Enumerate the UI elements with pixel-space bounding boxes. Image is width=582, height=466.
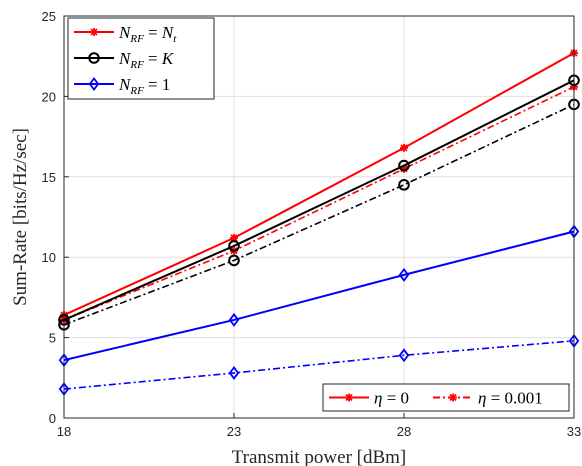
data-point	[398, 267, 410, 282]
y-tick-label: 10	[42, 250, 56, 265]
data-point	[228, 240, 240, 252]
x-axis-label: Transmit power [dBm]	[232, 447, 407, 466]
ticks: 18 23 28 33 0 5 10 15 20 25	[42, 9, 582, 439]
legend-label: NRF = K	[118, 49, 175, 71]
legend-entry: η = 0	[329, 389, 409, 408]
y-tick-label: 20	[42, 89, 56, 104]
data-point	[400, 143, 408, 152]
legend-entry: η = 0.001	[433, 389, 543, 408]
legend-marker	[88, 77, 100, 91]
series-3	[58, 98, 580, 331]
legend-marker	[90, 28, 98, 36]
legend-marker	[345, 393, 353, 402]
legend-label: η = 0	[374, 389, 409, 408]
legend-label: η = 0.001	[478, 389, 543, 408]
legend-entry: NRF = K	[74, 49, 175, 71]
y-tick-label: 25	[42, 9, 56, 24]
legend-rf-chains: NRF = Nt NRF = K NRF = 1	[67, 17, 215, 100]
legend-marker	[88, 52, 100, 64]
legend-entry: NRF = Nt	[74, 23, 177, 45]
series-line	[63, 86, 575, 321]
data-point	[398, 179, 410, 191]
x-tick-label: 33	[567, 424, 581, 439]
y-tick-label: 0	[49, 411, 56, 426]
legend-marker	[449, 393, 457, 402]
data-point	[228, 312, 240, 327]
series-line	[63, 52, 575, 316]
legend-label: NRF = 1	[118, 75, 170, 97]
series-4	[58, 224, 580, 368]
data-point	[228, 254, 240, 267]
series-line	[63, 230, 575, 362]
data-point	[398, 348, 410, 363]
data-point	[398, 159, 410, 172]
series-2	[58, 74, 580, 326]
series-line	[63, 79, 575, 321]
plot-frame	[63, 15, 575, 419]
y-tick-label: 5	[49, 331, 56, 346]
x-tick-label: 18	[57, 424, 71, 439]
y-tick-label: 15	[42, 170, 56, 185]
legend-entry: NRF = 1	[74, 75, 170, 97]
series-line	[63, 103, 575, 326]
legend-eta: η = 0 η = 0.001	[322, 383, 570, 412]
x-tick-label: 23	[227, 424, 241, 439]
legend-label: NRF = Nt	[118, 23, 177, 45]
x-tick-label: 28	[397, 424, 411, 439]
y-axis-label: Sum-Rate [bits/Hz/sec]	[10, 128, 31, 306]
data-point	[228, 365, 240, 380]
series-layer	[58, 48, 580, 397]
series-line	[63, 340, 575, 390]
